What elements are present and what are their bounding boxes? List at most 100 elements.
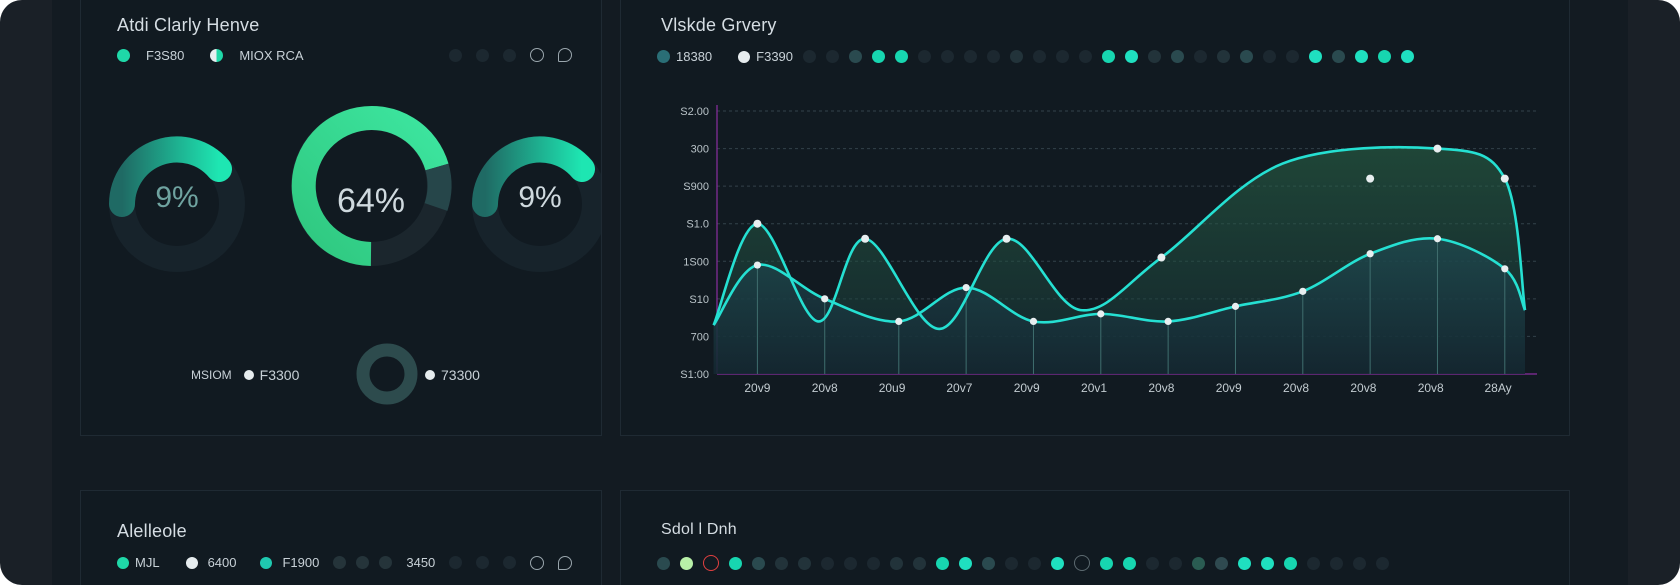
filter-dot[interactable] (1401, 50, 1414, 63)
filter-dot[interactable] (890, 556, 903, 570)
y-tick-label: S1:00 (680, 369, 709, 381)
filter-dot[interactable] (503, 48, 516, 62)
filter-dot[interactable] (982, 556, 995, 570)
filter-dot[interactable] (964, 50, 977, 63)
x-tick-label: 20v8 (1148, 381, 1174, 395)
filter-dot[interactable] (1238, 556, 1251, 570)
filter-dot[interactable] (476, 556, 490, 569)
filter-dot[interactable] (872, 50, 885, 63)
filter-dot[interactable] (987, 50, 1000, 63)
filter-dot[interactable] (1194, 50, 1207, 63)
filter-dot[interactable] (703, 555, 719, 571)
filter-dot[interactable] (1100, 556, 1113, 570)
lower-series-point (1029, 317, 1038, 325)
filter-dot[interactable] (729, 556, 742, 570)
gauges-legend: F3S80 MIOX RCA (117, 48, 304, 63)
filter-dot[interactable] (1263, 50, 1276, 63)
filter-dot[interactable] (798, 556, 811, 570)
refresh-icon[interactable] (558, 555, 573, 570)
filter-dot[interactable] (1033, 50, 1046, 63)
filter-dot[interactable] (1079, 50, 1092, 63)
filter-dot[interactable] (752, 556, 765, 570)
y-tick-label: 300 (691, 144, 709, 156)
chart-filter-dots (803, 50, 1414, 63)
filter-dot[interactable] (1171, 50, 1184, 63)
filter-dot[interactable] (503, 556, 517, 569)
filter-dot[interactable] (867, 556, 880, 570)
filter-dot[interactable] (657, 556, 670, 570)
bottom-right-title: Sdol l Dnh (661, 521, 737, 538)
refresh-icon[interactable] (558, 48, 572, 62)
filter-dot[interactable] (1355, 50, 1368, 63)
legend-label: MIOX RCA (239, 48, 304, 63)
filter-dot[interactable] (844, 556, 857, 570)
bottom-left-panel: Alelleole MJL 6400 F1900 3450 (80, 490, 602, 585)
summary-left-text: MSIOM (191, 368, 232, 382)
filter-dot[interactable] (1332, 50, 1345, 63)
filter-dot[interactable] (826, 50, 839, 63)
filter-dot[interactable] (775, 556, 788, 570)
filter-dot[interactable] (1102, 50, 1115, 63)
filter-dot[interactable] (803, 50, 816, 63)
filter-dot[interactable] (895, 50, 908, 63)
legend-half-dot-icon (210, 49, 224, 62)
legend-label: F1900 (282, 555, 320, 570)
filter-dot[interactable] (959, 556, 972, 570)
filter-dot[interactable] (918, 50, 931, 63)
filter-dot[interactable] (1330, 556, 1343, 570)
filter-dot[interactable] (1010, 50, 1023, 63)
filter-dot[interactable] (1125, 50, 1138, 63)
filter-dot[interactable] (1284, 556, 1297, 570)
filter-dot[interactable] (379, 556, 393, 569)
filter-dot[interactable] (1028, 556, 1041, 570)
gauge-2-arc-fill (291, 106, 449, 266)
y-tick-label: S900 (683, 181, 709, 193)
legend-label: 3450 (406, 555, 436, 570)
bottom-left-legend: MJL 6400 F1900 3450 (117, 555, 573, 570)
filter-dot[interactable] (333, 556, 347, 569)
filter-dot[interactable] (936, 556, 949, 570)
filter-dot[interactable] (1261, 556, 1274, 570)
gauges-panel: Atdi Clarly Henve F3S80 MIOX RCA (80, 0, 602, 436)
filter-dot[interactable] (821, 556, 834, 570)
filter-dot[interactable] (1215, 556, 1228, 570)
y-tick-label: 1S00 (683, 256, 709, 268)
filter-dot[interactable] (1169, 556, 1182, 570)
lower-series-point (1366, 250, 1374, 258)
gauge-2-value: 64% (336, 182, 406, 220)
summary-dot-icon (243, 370, 254, 380)
filter-dot[interactable] (680, 556, 693, 570)
filter-dot[interactable] (1353, 556, 1366, 570)
filter-dot[interactable] (1378, 50, 1391, 63)
globe-icon[interactable] (530, 555, 545, 570)
filter-dot[interactable] (1005, 556, 1018, 570)
upper-series-point (1500, 174, 1509, 183)
filter-dot[interactable] (1286, 50, 1299, 63)
filter-dot[interactable] (1307, 556, 1320, 570)
filter-dot[interactable] (1309, 50, 1322, 63)
filter-dot[interactable] (1074, 555, 1090, 571)
filter-dot[interactable] (913, 556, 926, 570)
legend-dot-icon (117, 49, 130, 62)
filter-dot[interactable] (1056, 50, 1069, 63)
filter-dot[interactable] (1146, 556, 1159, 570)
globe-icon[interactable] (530, 48, 544, 62)
filter-dot[interactable] (1148, 50, 1161, 63)
filter-dot[interactable] (849, 50, 862, 63)
lower-series-point (753, 261, 761, 269)
x-tick-label: 20v9 (744, 381, 770, 395)
x-tick-label: 20u9 (879, 381, 906, 395)
filter-dot[interactable] (1217, 50, 1230, 63)
filter-dot[interactable] (449, 556, 463, 569)
filter-dot[interactable] (449, 48, 462, 62)
filter-dot[interactable] (1192, 556, 1205, 570)
filter-dot[interactable] (1123, 556, 1136, 570)
gauge-3-value: 9% (518, 181, 562, 214)
filter-dot[interactable] (1376, 556, 1389, 570)
filter-dot[interactable] (476, 48, 489, 62)
filter-dot[interactable] (1051, 556, 1064, 570)
filter-dot[interactable] (356, 556, 370, 569)
lower-series-point (1097, 310, 1105, 318)
filter-dot[interactable] (941, 50, 954, 63)
filter-dot[interactable] (1240, 50, 1253, 63)
